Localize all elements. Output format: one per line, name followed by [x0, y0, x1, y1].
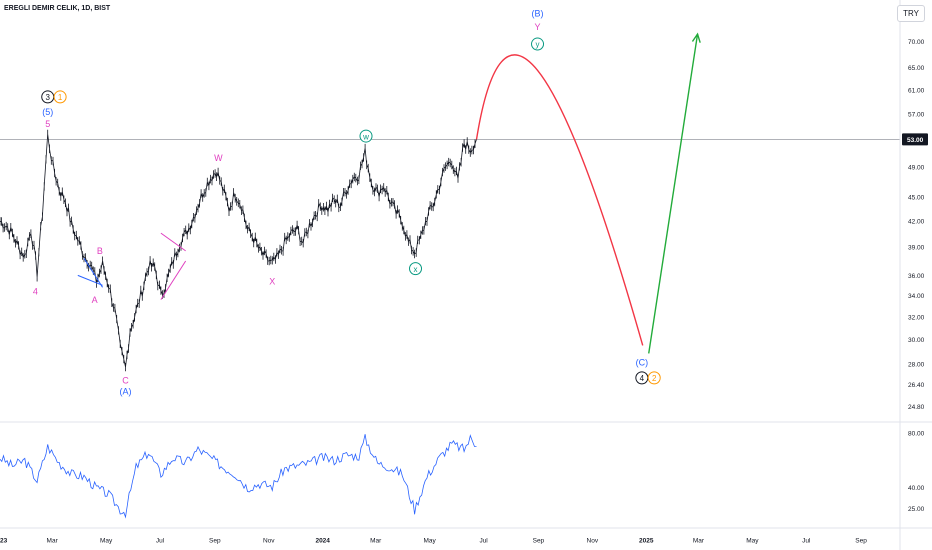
wave-label-circle — [53, 90, 67, 104]
wave-label: (C) — [636, 358, 649, 368]
time-tick-label: 2023 — [0, 538, 8, 545]
wave-b-channel — [160, 260, 187, 300]
wave-label: 3 — [46, 93, 51, 102]
symbol-title: EREGLI DEMIR CELIK, 1D, BIST — [4, 5, 111, 12]
rsi-pane — [0, 434, 477, 519]
time-tick-label: Mar — [693, 538, 705, 545]
wave-b-channel-top — [160, 232, 186, 252]
price-tick-label: 30.00 — [908, 337, 925, 344]
wave-label-circle — [409, 262, 423, 276]
price-tick-label: 26.40 — [908, 382, 925, 389]
projection-green-arrow — [648, 33, 699, 354]
time-tick-label: 2025 — [639, 538, 654, 545]
time-tick-label: May — [424, 538, 437, 545]
price-series-line — [0, 129, 477, 372]
time-tick-label: Sep — [855, 538, 867, 545]
wave-label-circle — [359, 129, 373, 143]
current-price-tag — [902, 133, 928, 146]
wave-label: x — [414, 265, 418, 274]
price-tick-label: 34.00 — [908, 293, 925, 300]
wave-label: W — [214, 153, 223, 163]
price-tick-label: 32.00 — [908, 314, 925, 321]
wave-label: (5) — [42, 107, 53, 117]
wave-label: w — [362, 132, 369, 141]
wave-label: 4 — [640, 374, 645, 383]
wave-label: C — [122, 376, 129, 386]
wave-a-channel — [83, 257, 103, 288]
currency-badge[interactable]: TRY — [897, 5, 925, 22]
time-tick-label: Nov — [587, 538, 599, 545]
wave-label: (B) — [532, 9, 544, 19]
current-price-tag-label: 53.00 — [907, 137, 924, 144]
time-tick-label: Mar — [370, 538, 382, 545]
time-tick-label: Jul — [156, 538, 165, 545]
price-tick-label: 61.00 — [908, 87, 925, 94]
price-tick-label: 70.00 — [908, 39, 925, 46]
time-tick-label: May — [746, 538, 759, 545]
time-tick-label: Sep — [209, 538, 221, 545]
wave-label: X — [269, 277, 275, 287]
price-tick-label: 45.00 — [908, 194, 925, 201]
wave-label: 2 — [652, 374, 657, 383]
price-tick-label: 36.00 — [908, 273, 925, 280]
wave-label: A — [92, 295, 98, 305]
wave-label: B — [97, 246, 103, 256]
time-tick-label: Mar — [47, 538, 59, 545]
price-tick-label: 42.00 — [908, 219, 925, 226]
price-tick-label: 49.00 — [908, 164, 925, 171]
time-tick-label: May — [100, 538, 113, 545]
price-tick-label: 24.80 — [908, 404, 925, 411]
projection-green-arrowhead — [691, 32, 701, 43]
rsi-tick-label: 80.00 — [908, 430, 925, 437]
wave-label-circle — [531, 37, 545, 51]
time-tick-label: 2024 — [315, 538, 330, 545]
wave-label: 4 — [33, 287, 38, 297]
rsi-tick-label: 25.00 — [908, 506, 925, 513]
time-tick-label: Jul — [479, 538, 488, 545]
price-tick-label: 39.00 — [908, 245, 925, 252]
time-tick-label: Sep — [533, 538, 545, 545]
rsi-tick-label: 40.00 — [908, 485, 925, 492]
wave-label: Y — [535, 22, 541, 32]
rsi-series-line — [0, 434, 477, 519]
projection-red-curve — [475, 54, 644, 346]
wave-label: 1 — [58, 93, 63, 102]
time-tick-label: Jul — [802, 538, 811, 545]
wave-label: y — [536, 40, 540, 49]
time-tick-label: Nov — [263, 538, 275, 545]
wave-label: (A) — [120, 386, 132, 396]
price-tick-label: 28.00 — [908, 361, 925, 368]
wave-label-circle — [647, 371, 661, 385]
price-tick-label: 57.00 — [908, 111, 925, 118]
price-tick-label: 65.00 — [908, 65, 925, 72]
wave-label: 5 — [45, 119, 50, 129]
wave-a-channel-base — [77, 274, 103, 286]
